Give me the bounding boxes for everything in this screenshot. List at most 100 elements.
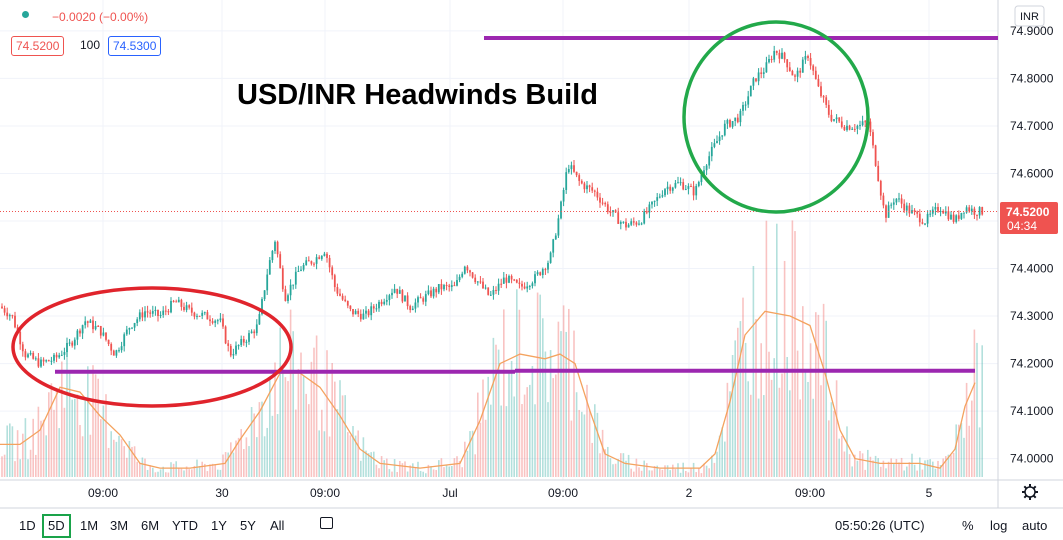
candle-body [71,342,74,346]
volume-bar [513,396,515,477]
volume-bar [68,372,71,477]
timeframe-5y[interactable]: 5Y [240,518,256,533]
candle-body [92,320,94,330]
volume-bar [581,411,583,477]
candle-body [874,145,877,166]
candle-body [474,277,477,283]
candle-body [729,120,731,127]
candle-body [864,121,867,123]
volume-bar [932,461,934,477]
candle-body [396,288,399,294]
y-tick-label: 74.6000 [1010,166,1054,180]
date-range-icon[interactable] [320,517,333,529]
timeframe-ytd[interactable]: YTD [172,518,198,533]
candle-body [37,358,40,367]
candle-body [136,319,139,324]
candle-body [292,284,295,286]
volume-bar [432,469,435,477]
volume-bar [672,464,674,477]
candle-body [401,290,404,302]
timeframe-all[interactable]: All [270,518,285,533]
candle-body [68,342,71,344]
volume-bar [422,471,424,477]
volume-bar [474,454,476,477]
volume-bar [391,471,393,477]
volume-bar [409,465,411,477]
volume-bar [674,469,677,477]
log-toggle[interactable]: log [990,518,1008,533]
candle-body [635,222,638,225]
volume-bar [16,430,19,477]
auto-toggle[interactable]: auto [1022,518,1048,533]
timeframe-5d[interactable]: 5D [42,514,71,538]
currency-badge[interactable]: INR [1020,11,1039,23]
volume-bar [729,391,731,477]
volume-bar [336,409,339,477]
volume-bar [113,439,115,477]
candle-body [235,345,237,355]
candle-body [177,299,180,303]
volume-bar [937,460,939,477]
candle-body [747,96,750,105]
volume-bar [162,466,164,477]
candle-body [726,120,729,124]
y-tick-label: 74.1000 [1010,404,1054,418]
volume-bar [438,460,440,477]
candle-body [297,270,300,272]
candle-body [575,171,578,176]
candle-body [227,343,230,346]
candle-body [942,211,945,214]
volume-bar [627,454,630,477]
volume-bar [224,452,227,477]
volume-bar [490,404,492,477]
percent-toggle[interactable]: % [962,518,974,533]
volume-bar [378,468,380,477]
volume-bar [209,464,211,477]
volume-bar [789,390,791,477]
timeframe-6m[interactable]: 6M [141,518,160,533]
volume-bar [843,451,846,477]
volume-bar [523,394,526,477]
volume-bar [308,404,310,477]
volume-bar [859,450,861,477]
volume-bar [786,357,788,477]
candle-body [934,206,937,210]
candle-body [354,310,357,315]
volume-bar [643,460,645,477]
volume-bar [630,468,632,477]
volume-bar [136,461,138,477]
volume-bar [295,409,297,477]
y-tick-label: 74.4000 [1010,262,1054,276]
currency-badge-bg[interactable] [1014,5,1045,27]
volume-bar [963,437,965,477]
gear-icon[interactable] [1022,484,1038,500]
ask-price-button[interactable]: 74.5300 [108,36,162,56]
candle-body [976,214,978,216]
candle-body [710,146,713,157]
volume-bar [716,451,718,477]
timeframe-1m[interactable]: 1M [80,518,99,533]
candle-body [781,52,783,59]
candle-body [53,354,55,361]
volume-bar [830,402,833,477]
candle-body [521,283,523,287]
volume-bar [588,409,591,477]
volume-bar [653,466,656,477]
clock-time[interactable]: 05:50:26 (UTC) [835,518,925,533]
candle-body [11,315,14,317]
timeframe-1d[interactable]: 1D [19,518,36,533]
candle-body [978,207,981,216]
candle-body [427,290,430,295]
volume-bar [726,382,729,477]
timeframe-1y[interactable]: 1Y [211,518,227,533]
price-tag-countdown: 04:34 [1007,219,1037,233]
volume-bar [141,457,144,477]
volume-bar [170,462,172,477]
candle-body [739,110,742,123]
candle-body [372,306,375,309]
volume-bar [781,373,783,477]
timeframe-3m[interactable]: 3M [110,518,129,533]
candle-body [440,284,443,290]
bid-price-button[interactable]: 74.5200 [11,36,65,56]
